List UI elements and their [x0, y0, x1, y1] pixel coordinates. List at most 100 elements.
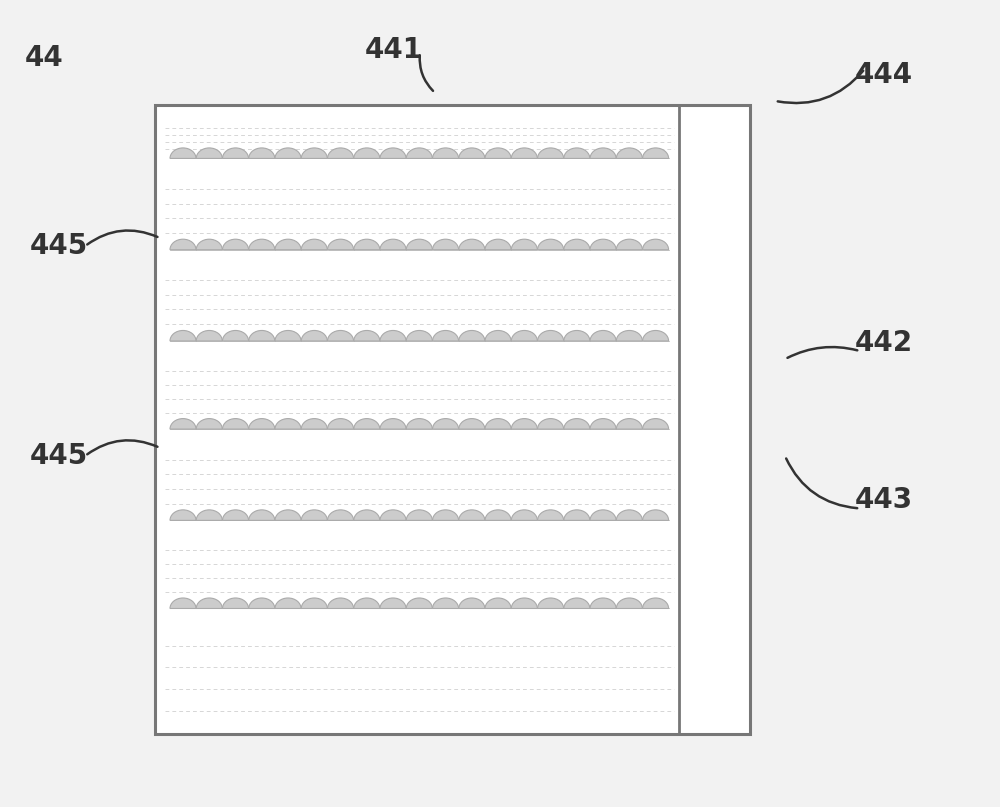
Text: 441: 441 — [365, 36, 423, 65]
Wedge shape — [564, 148, 590, 158]
Wedge shape — [406, 419, 432, 429]
Wedge shape — [643, 419, 669, 429]
Text: 44: 44 — [25, 44, 64, 73]
Wedge shape — [590, 239, 616, 249]
Wedge shape — [538, 331, 564, 341]
Wedge shape — [328, 598, 354, 608]
Wedge shape — [538, 419, 564, 429]
Wedge shape — [354, 598, 380, 608]
Wedge shape — [433, 598, 459, 608]
Wedge shape — [249, 419, 275, 429]
Wedge shape — [170, 419, 196, 429]
Wedge shape — [249, 598, 275, 608]
Wedge shape — [223, 331, 249, 341]
Wedge shape — [459, 148, 485, 158]
Wedge shape — [433, 419, 459, 429]
Wedge shape — [301, 598, 327, 608]
Wedge shape — [590, 148, 616, 158]
Wedge shape — [170, 510, 196, 521]
Wedge shape — [223, 419, 249, 429]
Wedge shape — [511, 239, 537, 249]
Text: 445: 445 — [30, 442, 88, 470]
Wedge shape — [249, 239, 275, 249]
Wedge shape — [301, 510, 327, 521]
Wedge shape — [170, 239, 196, 249]
Wedge shape — [406, 510, 432, 521]
Wedge shape — [380, 510, 406, 521]
Wedge shape — [564, 510, 590, 521]
Wedge shape — [223, 148, 249, 158]
Wedge shape — [380, 419, 406, 429]
Wedge shape — [459, 598, 485, 608]
Wedge shape — [301, 239, 327, 249]
Wedge shape — [275, 510, 301, 521]
Wedge shape — [170, 148, 196, 158]
Wedge shape — [485, 239, 511, 249]
Wedge shape — [616, 239, 642, 249]
Wedge shape — [275, 598, 301, 608]
Wedge shape — [433, 148, 459, 158]
Wedge shape — [511, 419, 537, 429]
Text: 444: 444 — [855, 61, 913, 89]
Wedge shape — [170, 331, 196, 341]
Wedge shape — [275, 419, 301, 429]
Wedge shape — [459, 419, 485, 429]
Wedge shape — [301, 419, 327, 429]
Wedge shape — [328, 331, 354, 341]
Wedge shape — [301, 148, 327, 158]
Wedge shape — [406, 331, 432, 341]
Wedge shape — [301, 331, 327, 341]
Wedge shape — [564, 598, 590, 608]
Wedge shape — [328, 148, 354, 158]
Wedge shape — [196, 331, 222, 341]
Wedge shape — [485, 510, 511, 521]
Wedge shape — [616, 331, 642, 341]
Wedge shape — [328, 419, 354, 429]
Wedge shape — [643, 598, 669, 608]
Wedge shape — [459, 331, 485, 341]
Wedge shape — [616, 148, 642, 158]
Wedge shape — [643, 331, 669, 341]
Wedge shape — [433, 331, 459, 341]
Wedge shape — [564, 331, 590, 341]
Wedge shape — [485, 148, 511, 158]
Wedge shape — [590, 419, 616, 429]
Wedge shape — [433, 239, 459, 249]
Wedge shape — [433, 510, 459, 521]
Wedge shape — [196, 148, 222, 158]
Wedge shape — [485, 331, 511, 341]
Wedge shape — [249, 510, 275, 521]
Wedge shape — [538, 148, 564, 158]
Wedge shape — [196, 598, 222, 608]
Wedge shape — [538, 598, 564, 608]
Wedge shape — [354, 510, 380, 521]
Wedge shape — [590, 510, 616, 521]
Wedge shape — [564, 239, 590, 249]
Wedge shape — [249, 331, 275, 341]
Wedge shape — [380, 239, 406, 249]
Wedge shape — [538, 239, 564, 249]
Wedge shape — [590, 331, 616, 341]
Wedge shape — [328, 239, 354, 249]
Wedge shape — [275, 148, 301, 158]
Wedge shape — [511, 148, 537, 158]
Bar — [155, 105, 750, 734]
Wedge shape — [354, 419, 380, 429]
Wedge shape — [511, 510, 537, 521]
Wedge shape — [196, 419, 222, 429]
Wedge shape — [511, 331, 537, 341]
Wedge shape — [643, 148, 669, 158]
Wedge shape — [380, 598, 406, 608]
Wedge shape — [406, 148, 432, 158]
Wedge shape — [170, 598, 196, 608]
Text: 442: 442 — [855, 329, 913, 357]
Wedge shape — [354, 331, 380, 341]
Wedge shape — [485, 419, 511, 429]
Wedge shape — [590, 598, 616, 608]
Wedge shape — [223, 510, 249, 521]
Text: 445: 445 — [30, 232, 88, 260]
Text: 443: 443 — [855, 487, 913, 514]
Wedge shape — [328, 510, 354, 521]
Wedge shape — [249, 148, 275, 158]
Wedge shape — [380, 148, 406, 158]
